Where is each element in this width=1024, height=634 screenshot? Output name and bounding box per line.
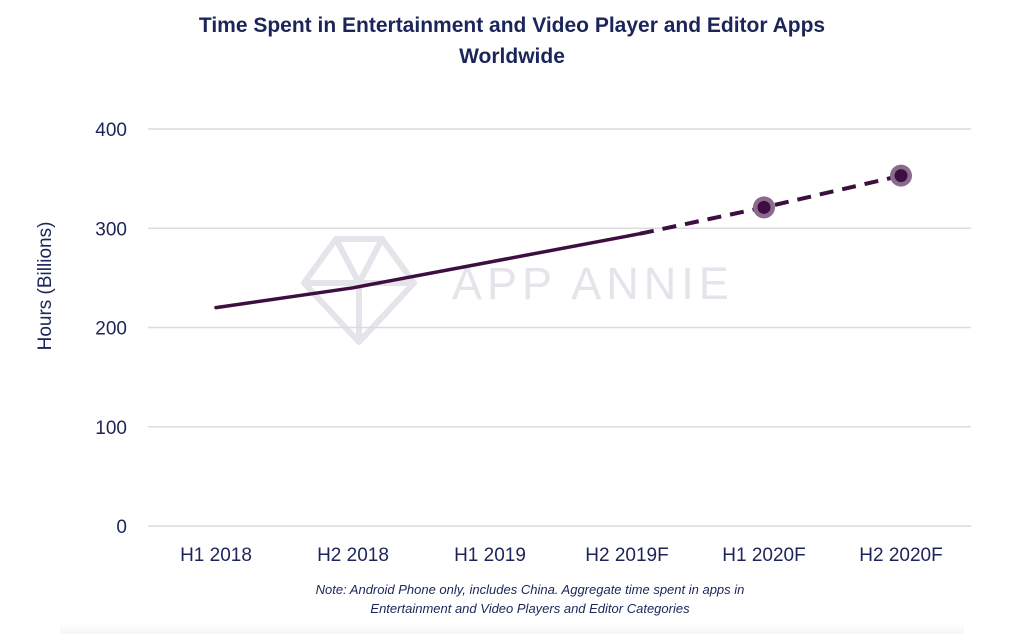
chart-note: Note: Android Phone only, includes China… (0, 580, 1024, 618)
x-tick-label: H2 2019F (585, 545, 668, 566)
y-tick-label: 100 (95, 418, 127, 439)
chart-title-line1: Time Spent in Entertainment and Video Pl… (198, 14, 826, 37)
diamond-logo-icon (301, 236, 417, 345)
series-line-actual (214, 231, 642, 310)
y-tick-label: 300 (95, 219, 127, 240)
watermark-text: APP ANNIE (452, 258, 734, 309)
chart-title: Time Spent in Entertainment and Video Pl… (0, 10, 1024, 72)
data-point (757, 200, 771, 214)
data-point (894, 169, 908, 183)
x-tick-label: H2 2020F (859, 545, 942, 566)
x-tick-label: H1 2020F (722, 545, 805, 566)
y-tick-label: 200 (95, 319, 127, 340)
x-tick-label: H1 2019 (454, 545, 526, 566)
chart-note-line2: Entertainment and Video Players and Edit… (370, 601, 690, 616)
y-tick-label: 400 (95, 120, 127, 141)
y-tick-label: 0 (116, 517, 127, 538)
chart-title-line2: Worldwide (459, 45, 565, 68)
watermark: APP ANNIE (301, 236, 734, 345)
x-tick-label: H1 2018 (180, 545, 252, 566)
x-tick-label: H2 2018 (317, 545, 389, 566)
chart-note-line1: Note: Android Phone only, includes China… (315, 582, 745, 597)
bottom-shadow (60, 622, 964, 634)
y-axis-label: Hours (Billions) (35, 222, 56, 351)
